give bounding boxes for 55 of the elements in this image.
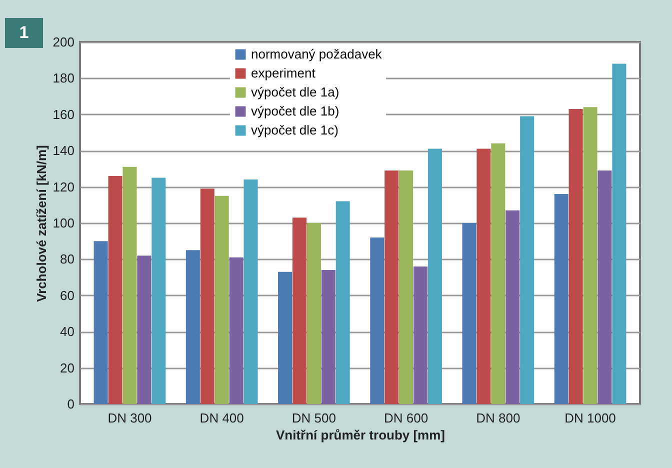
bar xyxy=(399,170,414,404)
bar xyxy=(506,210,520,404)
bar xyxy=(462,223,476,404)
legend-label: experiment xyxy=(251,66,316,80)
bar xyxy=(370,237,384,404)
bar xyxy=(306,223,321,404)
bar xyxy=(278,272,292,404)
legend-label: výpočet dle 1b) xyxy=(251,104,340,118)
y-tick-label: 120 xyxy=(52,179,74,194)
legend-label: výpočet dle 1c) xyxy=(251,122,338,138)
x-tick-label: DN 300 xyxy=(108,410,152,426)
bar xyxy=(292,218,307,404)
bar xyxy=(520,116,534,404)
bar xyxy=(229,257,244,404)
bar xyxy=(186,250,200,404)
y-tick-label: 20 xyxy=(60,360,74,376)
x-tick-label: DN 400 xyxy=(200,410,244,426)
y-tick-label: 40 xyxy=(60,324,74,340)
y-axis-title: Vrcholové zatížení [kN/m] xyxy=(34,145,49,302)
x-tick-label: DN 500 xyxy=(292,410,336,426)
bar xyxy=(583,107,598,404)
bar xyxy=(152,178,166,404)
y-tick-label: 80 xyxy=(60,252,74,267)
x-tick-label: DN 800 xyxy=(476,410,520,426)
bar xyxy=(214,196,229,404)
bar xyxy=(554,194,568,404)
y-tick-label: 160 xyxy=(52,106,74,122)
bar xyxy=(94,241,108,404)
y-tick-label: 140 xyxy=(52,143,74,158)
bar xyxy=(568,108,583,404)
y-tick-label: 200 xyxy=(52,34,74,50)
legend-label: výpočet dle 1a) xyxy=(251,84,340,100)
y-tick-label: 180 xyxy=(52,70,74,86)
x-tick-label: DN 1000 xyxy=(564,410,616,426)
y-tick-label: 100 xyxy=(52,216,74,230)
bar xyxy=(108,176,122,404)
bar xyxy=(336,201,350,404)
bar xyxy=(491,143,506,404)
chart-title: 1 xyxy=(5,18,43,48)
bar xyxy=(200,188,214,404)
bar xyxy=(413,266,428,404)
bar xyxy=(476,148,491,404)
bar xyxy=(428,148,442,404)
bar xyxy=(612,64,626,404)
bar xyxy=(598,170,612,404)
y-tick-label: 0 xyxy=(67,396,74,412)
x-axis-title: Vnitřní průměr trouby [mm] xyxy=(276,428,446,442)
bar xyxy=(137,256,152,404)
x-tick-label: DN 600 xyxy=(384,410,428,426)
bar xyxy=(122,166,137,404)
bar xyxy=(244,180,258,404)
bar xyxy=(384,170,399,404)
legend-label: normovaný požadavek xyxy=(251,46,382,62)
bar xyxy=(321,270,336,404)
y-tick-label: 60 xyxy=(60,288,74,303)
